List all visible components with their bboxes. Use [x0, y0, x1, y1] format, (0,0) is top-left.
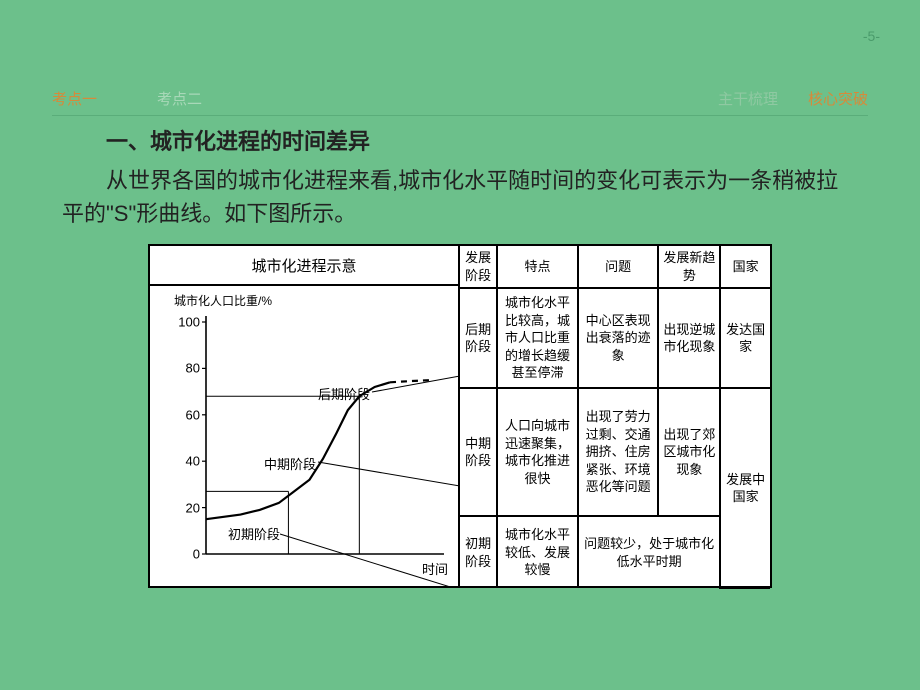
table-header: 发展新趋势 [658, 246, 720, 288]
tab-kaodian-2[interactable]: 考点二 [157, 88, 202, 109]
cell-trend: 出现逆城市化现象 [658, 288, 720, 388]
cell-feature: 城市化水平较低、发展较慢 [497, 516, 578, 588]
content: 一、城市化进程的时间差异 从世界各国的城市化进程来看,城市化水平随时间的变化可表… [62, 124, 858, 588]
chart-svg [150, 286, 460, 586]
cell-country: 发展中国家 [720, 388, 770, 588]
stages-table: 发展阶段特点问题发展新趋势国家后期阶段城市化水平比较高，城市人口比重的增长趋缓甚… [460, 246, 770, 589]
cell-stage: 后期阶段 [460, 288, 497, 388]
tab-zhugan[interactable]: 主干梳理 [718, 88, 778, 109]
page-number: -5- [863, 28, 880, 44]
cell-country: 发达国家 [720, 288, 770, 388]
cell-problem: 出现了劳力过剩、交通拥挤、住房紧张、环境恶化等问题 [578, 388, 659, 516]
table-header: 发展阶段 [460, 246, 497, 288]
tab-kaodian-1[interactable]: 考点一 [52, 88, 97, 109]
cell-stage: 中期阶段 [460, 388, 497, 516]
cell-problem: 中心区表现出衰落的迹象 [578, 288, 659, 388]
body-text: 从世界各国的城市化进程来看,城市化水平随时间的变化可表示为一条稍被拉平的"S"形… [62, 164, 858, 230]
cell-trend: 出现了郊区城市化现象 [658, 388, 720, 516]
table-header: 国家 [720, 246, 770, 288]
table-header: 问题 [578, 246, 659, 288]
top-tabs: 考点一 考点二 主干梳理 核心突破 [52, 88, 868, 116]
chart-area: 城市化人口比重/% 时间 020406080100初期阶段中期阶段后期阶段 [150, 286, 458, 586]
cell-problem-merged: 问题较少，处于城市化低水平时期 [578, 516, 721, 588]
table-panel: 发展阶段特点问题发展新趋势国家后期阶段城市化水平比较高，城市人口比重的增长趋缓甚… [460, 246, 770, 586]
diagram: 城市化进程示意 城市化人口比重/% 时间 020406080100初期阶段中期阶… [148, 244, 772, 588]
cell-feature: 人口向城市迅速聚集，城市化推进很快 [497, 388, 578, 516]
cell-feature: 城市化水平比较高，城市人口比重的增长趋缓甚至停滞 [497, 288, 578, 388]
chart-panel: 城市化进程示意 城市化人口比重/% 时间 020406080100初期阶段中期阶… [150, 246, 460, 586]
chart-title: 城市化进程示意 [150, 246, 458, 286]
table-header: 特点 [497, 246, 578, 288]
tab-hexin[interactable]: 核心突破 [808, 88, 868, 109]
cell-stage: 初期阶段 [460, 516, 497, 588]
section-heading: 一、城市化进程的时间差异 [62, 124, 858, 156]
